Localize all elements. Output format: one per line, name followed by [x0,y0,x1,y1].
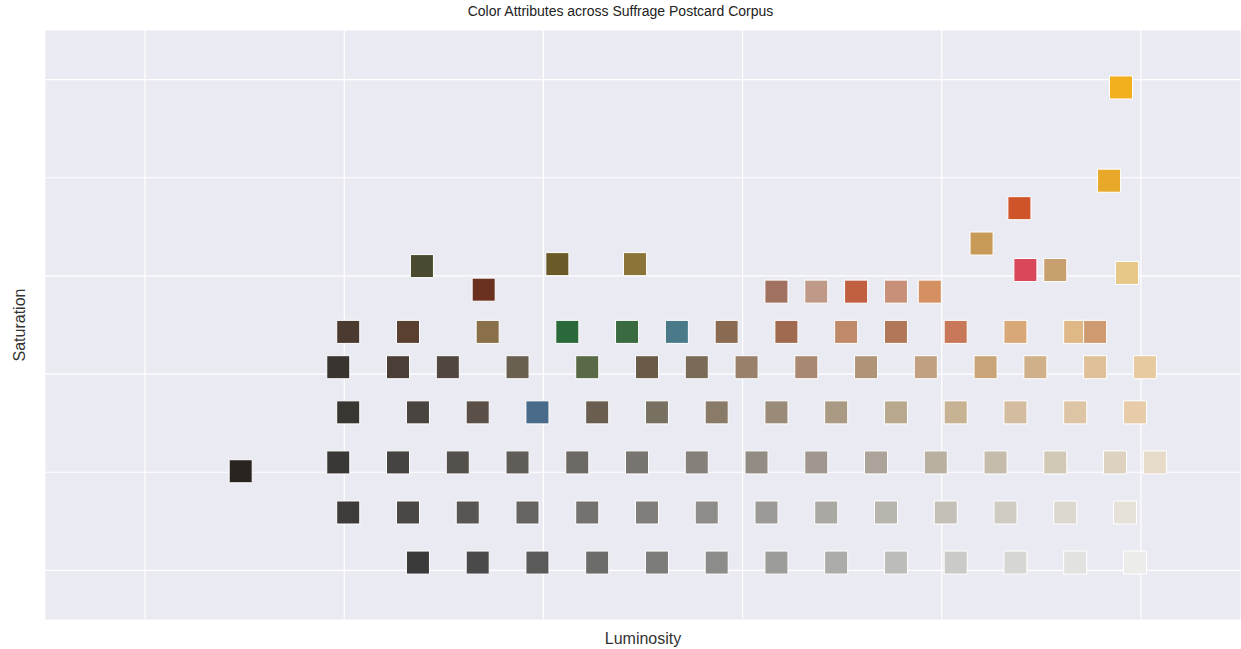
svg-text:Saturation: Saturation [11,289,28,362]
html-text:Color Attributes across Suffra: Color Attributes across Suffrage Postcar… [467,3,774,19]
svg-text:Luminosity: Luminosity [605,630,681,647]
